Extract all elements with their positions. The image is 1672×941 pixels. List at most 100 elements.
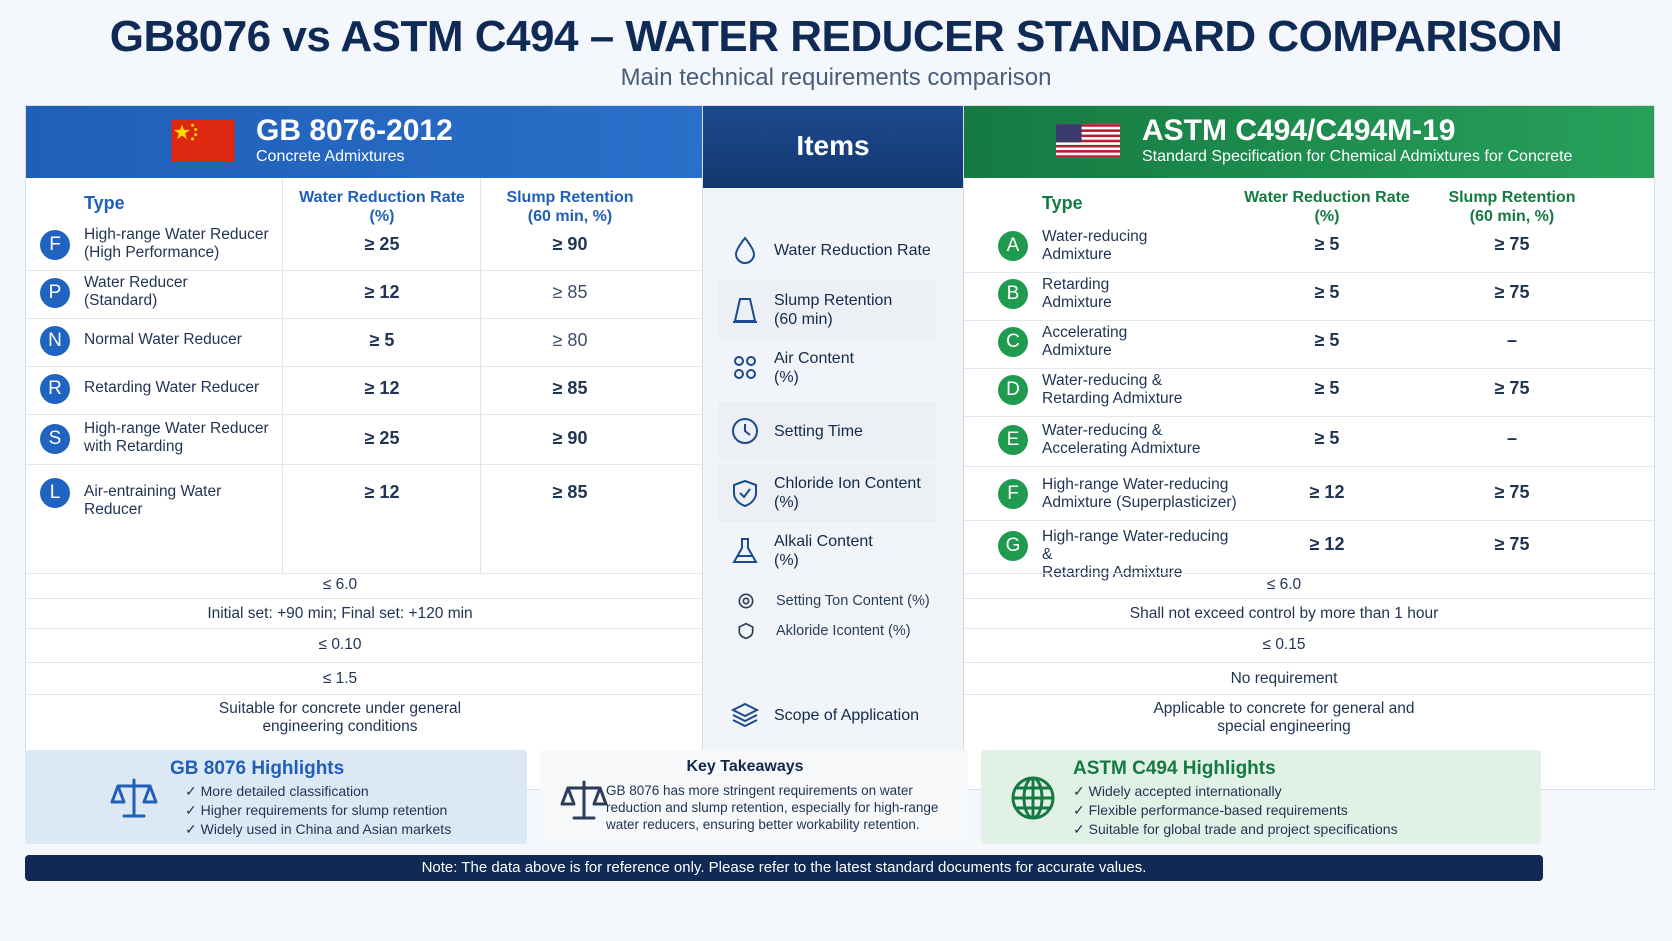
water-reduction-value: ≥ 5 — [1314, 282, 1340, 302]
type-name: High-range Water Reducer (High Performan… — [84, 226, 269, 261]
row-divider — [26, 318, 702, 319]
globe-icon — [1011, 776, 1055, 820]
type-name: Water-reducing & Accelerating Admixture — [1042, 422, 1201, 457]
type-badge: B — [998, 279, 1028, 309]
item-row: Akloride Icontent (%) — [718, 616, 936, 646]
gb-panel: GB 8076-2012 Concrete Admixtures Type Wa… — [25, 105, 703, 790]
water-drop-icon — [734, 236, 756, 264]
type-name: High-range Water-reducing & Retarding Ad… — [1042, 528, 1229, 581]
slump-retention-value: – — [1506, 428, 1517, 448]
gb-chloride: ≤ 0.10 — [318, 636, 362, 653]
water-reduction-value: ≥ 12 — [364, 482, 400, 502]
gb-subtitle: Concrete Admixtures — [256, 148, 405, 165]
row-divider — [26, 414, 702, 415]
row-divider — [964, 520, 1654, 521]
list-item: ✓ Higher requirements for slump retentio… — [185, 802, 448, 818]
item-row: Slump Retention (60 min) — [718, 281, 936, 339]
gb-air-content: ≤ 6.0 — [322, 576, 358, 593]
slump-retention-value: ≥ 75 — [1494, 534, 1530, 554]
list-item: ✓ Widely used in China and Asian markets — [185, 821, 452, 837]
gb-title: GB 8076-2012 — [256, 114, 453, 147]
list-item: ✓ Suitable for global trade and project … — [1073, 821, 1398, 837]
slump-retention-value: ≥ 80 — [552, 330, 588, 350]
item-label: Air Content (%) — [774, 350, 855, 386]
astm-highlights-card: ASTM C494 Highlights ✓ Widely accepted i… — [981, 750, 1541, 844]
page-title: GB8076 vs ASTM C494 – WATER REDUCER STAN… — [109, 12, 1563, 61]
small-chloride-icon — [738, 622, 754, 640]
type-badge: F — [40, 230, 70, 260]
item-row: Alkali Content (%) — [718, 524, 936, 578]
gb-col-slump-retention: Slump Retention (60 min, %) — [506, 189, 634, 225]
flask-icon — [732, 538, 758, 563]
type-badge: R — [40, 374, 70, 404]
gb-setting-time: Initial set: +90 min; Final set: +120 mi… — [207, 605, 473, 622]
item-row: Water Reduction Rate — [718, 223, 936, 277]
astm-panel: ASTM C494/C494M-19 Standard Specificatio… — [963, 105, 1655, 790]
list-item: ✓ Widely accepted internationally — [1073, 783, 1282, 799]
astm-title: ASTM C494/C494M-19 — [1142, 114, 1456, 147]
water-reduction-value: ≥ 5 — [369, 330, 395, 350]
item-row: Setting Time — [718, 402, 936, 460]
astm-setting-time: Shall not exceed control by more than 1 … — [1129, 605, 1439, 622]
astm-header: ASTM C494/C494M-19 Standard Specificatio… — [964, 106, 1654, 178]
row-divider — [964, 272, 1654, 273]
water-reduction-value: ≥ 5 — [1314, 428, 1340, 448]
slump-retention-value: ≥ 90 — [552, 428, 588, 448]
gb-highlights-card: GB 8076 Highlights ✓ More detailed class… — [25, 750, 527, 844]
item-label: Slump Retention (60 min) — [774, 292, 893, 328]
air-bubbles-icon — [734, 356, 756, 379]
type-badge: F — [998, 479, 1028, 509]
type-name: High-range Water-reducing Admixture (Sup… — [1042, 476, 1237, 511]
astm-scope: Applicable to concrete for general and s… — [1153, 700, 1415, 735]
type-name: Water Reducer (Standard) — [84, 274, 188, 309]
item-row: Scope of Application — [718, 688, 936, 742]
type-badge: D — [998, 375, 1028, 405]
china-flag-icon — [171, 120, 235, 162]
scales-icon — [110, 778, 158, 818]
type-name: Normal Water Reducer — [84, 331, 242, 348]
slump-retention-value: – — [1506, 330, 1517, 350]
key-takeaways-card: Key Takeaways GB 8076 has more stringent… — [540, 750, 968, 844]
item-row: Setting Ton Content (%) — [718, 586, 936, 616]
list-item: ✓ More detailed classification — [185, 783, 369, 799]
astm-col-type: Type — [1042, 193, 1083, 213]
water-reduction-value: ≥ 5 — [1314, 378, 1340, 398]
type-badge: E — [998, 425, 1028, 455]
water-reduction-value: ≥ 5 — [1314, 330, 1340, 350]
row-divider — [964, 320, 1654, 321]
key-takeaways-text: GB 8076 has more stringent requirements … — [606, 783, 939, 832]
page-subtitle: Main technical requirements comparison — [620, 64, 1052, 91]
row-divider — [964, 416, 1654, 417]
water-reduction-value: ≥ 25 — [364, 234, 400, 254]
type-name: Retarding Admixture — [1042, 276, 1112, 311]
gb-header: GB 8076-2012 Concrete Admixtures — [26, 106, 702, 178]
footer-note: Note: The data above is for reference on… — [25, 855, 1543, 881]
item-label: Alkali Content (%) — [774, 533, 873, 569]
slump-retention-value: ≥ 75 — [1494, 482, 1530, 502]
slump-retention-value: ≥ 85 — [552, 282, 588, 302]
item-label: Chloride Ion Content (%) — [774, 475, 921, 511]
slump-retention-value: ≥ 85 — [552, 378, 588, 398]
water-reduction-value: ≥ 12 — [364, 378, 400, 398]
item-row: Chloride Ion Content (%) — [718, 464, 936, 522]
slump-retention-value: ≥ 85 — [552, 482, 588, 502]
row-divider — [26, 270, 702, 271]
gb-alkali: ≤ 1.5 — [322, 670, 358, 687]
row-divider — [964, 368, 1654, 369]
item-label: Setting Ton Content (%) — [776, 592, 930, 609]
astm-air-content: ≤ 6.0 — [1266, 576, 1302, 593]
type-badge: C — [998, 327, 1028, 357]
key-takeaways-title: Key Takeaways — [686, 758, 804, 775]
row-divider — [26, 464, 702, 465]
water-reduction-value: ≥ 12 — [1309, 534, 1345, 554]
slump-retention-value: ≥ 90 — [552, 234, 588, 254]
gb-highlights-list: ✓ More detailed classification ✓ Higher … — [185, 782, 451, 839]
gb-col-type: Type — [84, 193, 125, 213]
type-badge: S — [40, 424, 70, 454]
type-name: Accelerating Admixture — [1042, 324, 1128, 359]
gb-highlights-title: GB 8076 Highlights — [170, 758, 345, 779]
item-label: Setting Time — [774, 422, 863, 440]
astm-col-slump-retention: Slump Retention (60 min, %) — [1448, 189, 1576, 225]
item-row: Air Content (%) — [718, 341, 936, 395]
type-name: High-range Water Reducer with Retarding — [84, 420, 269, 455]
